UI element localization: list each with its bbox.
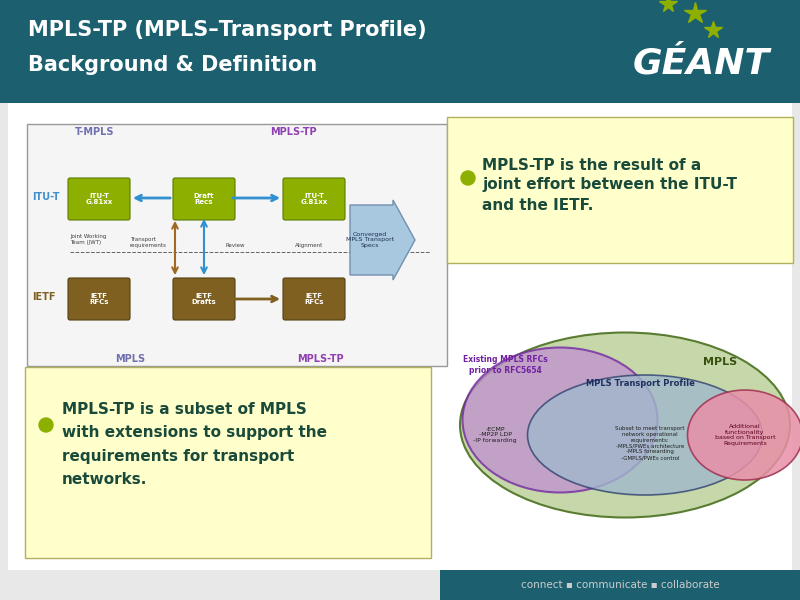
Text: T-MPLS: T-MPLS bbox=[75, 127, 114, 137]
Ellipse shape bbox=[462, 347, 658, 493]
Text: ITU-T
G.81xx: ITU-T G.81xx bbox=[300, 193, 328, 205]
Text: MPLS-TP (MPLS–Transport Profile): MPLS-TP (MPLS–Transport Profile) bbox=[28, 20, 426, 40]
Text: Alignment: Alignment bbox=[295, 243, 323, 248]
Text: and the IETF.: and the IETF. bbox=[482, 197, 594, 212]
FancyArrow shape bbox=[350, 200, 415, 280]
Text: Subset to meet transport
network operational
requirements:
-MPLS/PWEs architectu: Subset to meet transport network operati… bbox=[615, 426, 685, 460]
Text: GÉANT: GÉANT bbox=[633, 46, 770, 80]
Ellipse shape bbox=[687, 390, 800, 480]
FancyBboxPatch shape bbox=[8, 103, 792, 570]
Text: Background & Definition: Background & Definition bbox=[28, 55, 318, 75]
Text: joint effort between the ITU-T: joint effort between the ITU-T bbox=[482, 178, 737, 193]
Text: -ECMP
-MP2P LDP
-IP forwarding: -ECMP -MP2P LDP -IP forwarding bbox=[473, 427, 517, 443]
Text: MPLS-TP: MPLS-TP bbox=[270, 127, 317, 137]
Text: networks.: networks. bbox=[62, 472, 147, 487]
Text: Draft
Recs: Draft Recs bbox=[194, 193, 214, 205]
Text: MPLS Transport Profile: MPLS Transport Profile bbox=[586, 379, 694, 388]
Text: Transport
requirements: Transport requirements bbox=[130, 237, 167, 248]
FancyBboxPatch shape bbox=[173, 278, 235, 320]
Text: Converged
MPLS Transport
Specs: Converged MPLS Transport Specs bbox=[346, 232, 394, 248]
FancyBboxPatch shape bbox=[0, 0, 800, 103]
Text: IETF
Drafts: IETF Drafts bbox=[192, 292, 216, 305]
Text: Joint Working
Team (JWT): Joint Working Team (JWT) bbox=[70, 234, 106, 245]
FancyBboxPatch shape bbox=[440, 570, 800, 600]
FancyBboxPatch shape bbox=[68, 278, 130, 320]
Ellipse shape bbox=[460, 332, 790, 517]
Text: Review: Review bbox=[225, 243, 245, 248]
FancyBboxPatch shape bbox=[283, 178, 345, 220]
FancyBboxPatch shape bbox=[68, 178, 130, 220]
Text: MPLS: MPLS bbox=[703, 357, 737, 367]
FancyBboxPatch shape bbox=[27, 124, 447, 366]
FancyBboxPatch shape bbox=[173, 178, 235, 220]
FancyBboxPatch shape bbox=[283, 278, 345, 320]
Text: requirements for transport: requirements for transport bbox=[62, 449, 294, 463]
Text: IETF
RFCs: IETF RFCs bbox=[304, 292, 324, 305]
Text: ITU-T: ITU-T bbox=[32, 192, 59, 202]
Text: IETF
RFCs: IETF RFCs bbox=[90, 292, 109, 305]
Circle shape bbox=[39, 418, 53, 432]
Text: Existing MPLS RFCs
prior to RFC5654: Existing MPLS RFCs prior to RFC5654 bbox=[462, 355, 547, 374]
Ellipse shape bbox=[527, 375, 762, 495]
FancyBboxPatch shape bbox=[25, 367, 431, 558]
Text: MPLS-TP is the result of a: MPLS-TP is the result of a bbox=[482, 157, 702, 173]
Text: IETF: IETF bbox=[32, 292, 55, 302]
Text: Additional
functionality
based on Transport
Requirements: Additional functionality based on Transp… bbox=[714, 424, 775, 446]
Text: connect ▪ communicate ▪ collaborate: connect ▪ communicate ▪ collaborate bbox=[521, 580, 719, 590]
Circle shape bbox=[461, 171, 475, 185]
Text: MPLS-TP: MPLS-TP bbox=[297, 354, 343, 364]
Text: MPLS: MPLS bbox=[115, 354, 145, 364]
FancyBboxPatch shape bbox=[447, 117, 793, 263]
Text: MPLS-TP is a subset of MPLS: MPLS-TP is a subset of MPLS bbox=[62, 403, 306, 418]
Text: ITU-T
G.81xx: ITU-T G.81xx bbox=[86, 193, 113, 205]
Text: with extensions to support the: with extensions to support the bbox=[62, 425, 327, 440]
